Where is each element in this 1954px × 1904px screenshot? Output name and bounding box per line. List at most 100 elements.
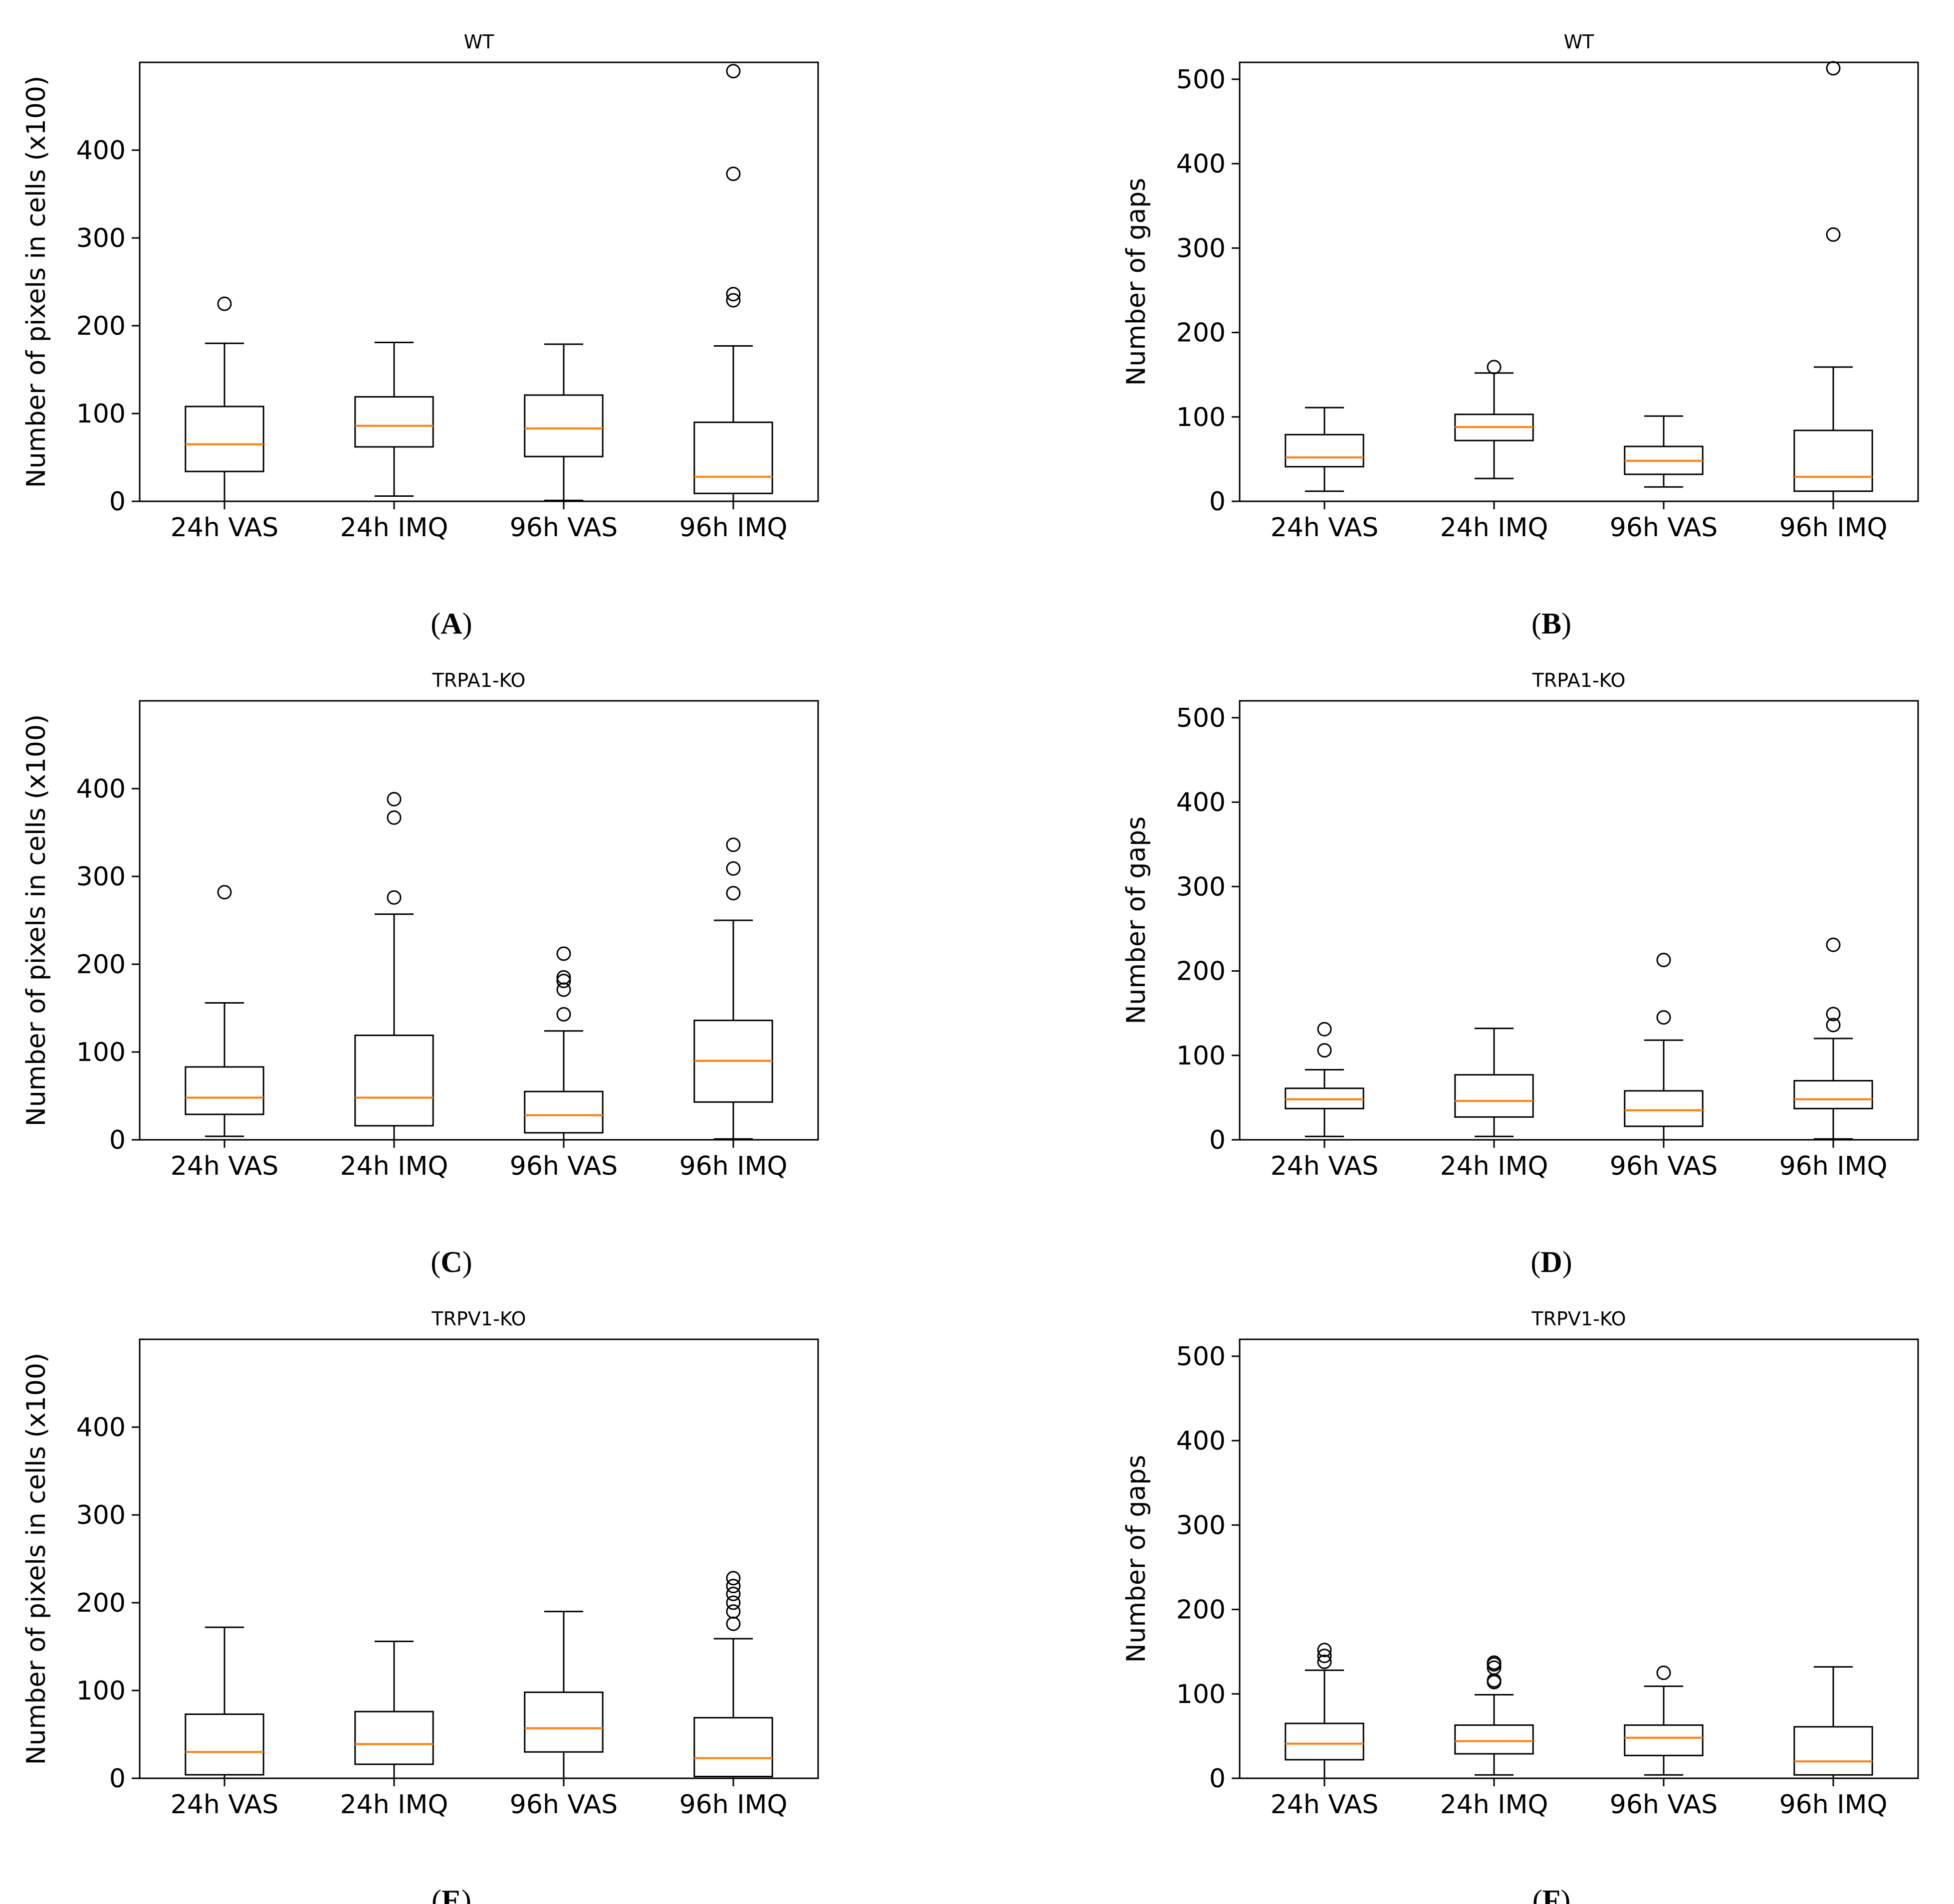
iqr-box (185, 1713, 264, 1776)
y-tick-label: 300 (1176, 872, 1226, 902)
y-tick-label: 500 (1176, 65, 1226, 95)
y-tick-label: 100 (1176, 1041, 1226, 1071)
y-tick-label: 300 (1176, 233, 1226, 263)
x-tick-label: 96h IMQ (1779, 1151, 1888, 1181)
iqr-box (524, 1090, 604, 1134)
outlier-point (387, 792, 402, 807)
box-2 (1454, 1655, 1534, 1776)
box-1 (185, 1626, 264, 1779)
paren-open: ( (431, 1246, 440, 1278)
y-tick-label: 400 (76, 1413, 126, 1443)
x-tick-label: 24h VAS (171, 513, 278, 543)
outlier-point (1487, 360, 1502, 375)
panel-d: TRPA1-KO 0 100 200 300 400 500 Number of gaps 24… (1121, 669, 1919, 1278)
iqr-box (185, 406, 264, 472)
y-tick-label: 400 (1176, 1426, 1226, 1456)
panel-a: WT 0 100 200 300 400 Number of pixels in cells… (21, 31, 819, 640)
x-tick-label: 24h VAS (171, 1790, 278, 1820)
iqr-box (354, 1710, 434, 1765)
outlier-point (1317, 1643, 1332, 1658)
panel-label: (A) (431, 607, 472, 640)
panel-title: TRPA1-KO (432, 669, 526, 691)
panel-letter: A (440, 607, 462, 640)
plot-frame (1239, 1338, 1919, 1779)
box-2 (354, 341, 434, 497)
y-tick-label: 300 (1176, 1510, 1226, 1540)
iqr-box (1624, 1090, 1704, 1127)
panel-letter: F (1542, 1884, 1561, 1904)
y-tick-label: 200 (76, 950, 126, 980)
outlier-point (726, 1595, 741, 1610)
x-tick-label: 96h IMQ (679, 1151, 788, 1181)
y-tick-label: 0 (1209, 1764, 1226, 1794)
x-tick-label: 96h IMQ (1779, 513, 1888, 543)
panel-label: (B) (1531, 607, 1571, 640)
paren-open: ( (432, 1884, 441, 1904)
paren-close: ) (461, 1884, 471, 1904)
x-tick-label: 96h VAS (510, 1151, 618, 1181)
y-tick-label: 300 (76, 223, 126, 253)
iqr-box (354, 396, 434, 448)
panel-f: TRPV1-KO 0 100 200 300 400 500 Number of gaps 24… (1121, 1308, 1919, 1904)
outlier-point (726, 293, 741, 308)
iqr-box (693, 422, 773, 494)
outlier-point (1826, 61, 1841, 76)
y-tick-label: 100 (76, 1676, 126, 1706)
outlier-point (726, 885, 741, 900)
box-4 (1793, 61, 1873, 502)
outlier-point (387, 810, 402, 825)
y-tick-label: 300 (76, 1500, 126, 1530)
y-tick-label: 500 (1176, 703, 1226, 733)
box-4 (693, 838, 773, 1140)
box-4 (693, 64, 773, 502)
box-3 (1624, 1665, 1704, 1776)
panel-title: WT (464, 31, 495, 53)
x-tick-label: 96h IMQ (679, 1790, 788, 1820)
paren-close: ) (1560, 1884, 1570, 1904)
y-axis-label: Number of gaps (1121, 816, 1151, 1024)
paren-open: ( (1530, 1246, 1540, 1278)
x-tick-label: 24h IMQ (1440, 513, 1548, 543)
box-1 (1285, 1022, 1364, 1137)
outlier-point (1317, 1654, 1332, 1669)
y-tick-label: 300 (76, 862, 126, 892)
x-tick-label: 24h VAS (171, 1151, 278, 1181)
box-1 (1285, 407, 1364, 492)
box-2 (1454, 360, 1534, 479)
panel-title: WT (1564, 31, 1595, 53)
y-axis-label: Number of pixels in cells (x100) (21, 76, 51, 488)
x-tick-label: 24h VAS (1271, 513, 1378, 543)
panel-c: TRPA1-KO 0 100 200 300 400 Number of pixels in… (21, 669, 819, 1278)
paren-close: ) (1561, 607, 1571, 640)
outlier-point (1826, 1018, 1841, 1033)
box-2 (1454, 1028, 1534, 1137)
iqr-box (1285, 1722, 1364, 1761)
y-tick-label: 200 (1176, 957, 1226, 987)
outlier-point (726, 167, 741, 182)
paren-open: ( (1531, 607, 1541, 640)
panel-letter: D (1540, 1246, 1562, 1278)
box-1 (185, 296, 264, 502)
outlier-point (1826, 227, 1841, 242)
iqr-box (1793, 1080, 1873, 1109)
outlier-point (726, 1616, 741, 1631)
box-1 (185, 885, 264, 1137)
x-tick-label: 24h IMQ (340, 1790, 448, 1820)
outlier-point (726, 1571, 741, 1586)
iqr-box (524, 1692, 604, 1753)
x-tick-label: 96h IMQ (1779, 1790, 1888, 1820)
outlier-point (556, 1007, 571, 1022)
panel-title: TRPV1-KO (1531, 1308, 1626, 1330)
x-tick-label: 24h IMQ (1440, 1151, 1548, 1181)
box-3 (524, 946, 604, 1141)
box-2 (354, 1640, 434, 1779)
paren-close: ) (1562, 1246, 1572, 1278)
outlier-point (1317, 1043, 1332, 1058)
outlier-point (726, 861, 741, 876)
outlier-point (1656, 1010, 1671, 1025)
iqr-box (1454, 1074, 1534, 1118)
panel-label: (D) (1530, 1246, 1572, 1278)
y-tick-label: 200 (1176, 1595, 1226, 1625)
y-axis-label: Number of gaps (1121, 1455, 1151, 1663)
outlier-point (217, 296, 232, 311)
